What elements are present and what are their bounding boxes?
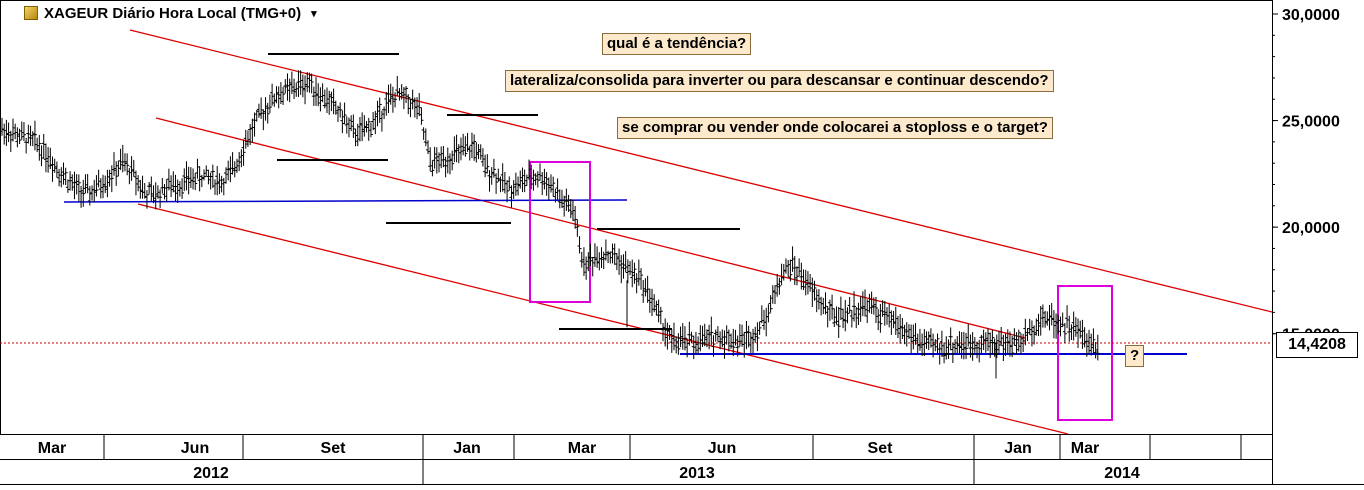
x-month-label: Mar [1071, 440, 1099, 457]
support-line-upper [63, 199, 628, 203]
x-month-label: Jun [181, 440, 209, 457]
x-year-label: 2012 [193, 465, 229, 482]
channel-upper-line [129, 29, 1273, 313]
chart-title-text: XAGEUR Diário Hora Local (TMG+0) [44, 4, 302, 22]
chart-tool-icon [24, 6, 38, 20]
annotation-question-mark[interactable]: ? [1125, 345, 1145, 367]
chart-title[interactable]: XAGEUR Diário Hora Local (TMG+0) ▾ [24, 4, 317, 22]
highlight-box-breakdown [529, 161, 591, 303]
drawing-layer [0, 29, 1273, 435]
x-month-label: Set [868, 440, 894, 457]
last-price-label: 14,4208 [1276, 332, 1358, 358]
annotation-stoploss-question[interactable]: se comprar ou vender onde colocarei a st… [617, 117, 1053, 139]
channel-lower-line [137, 203, 1069, 435]
x-month-label: Mar [38, 440, 66, 457]
annotation-trend-question[interactable]: qual é a tendência? [602, 33, 752, 55]
y-tick-label: 25,0000 [1282, 114, 1340, 131]
highlight-box-current [1057, 285, 1113, 421]
x-month-label: Jan [453, 440, 481, 457]
chevron-down-icon[interactable]: ▾ [311, 7, 317, 20]
x-year-label: 2014 [1104, 465, 1140, 482]
x-month-label: Jan [1004, 440, 1032, 457]
x-month-label: Jun [708, 440, 736, 457]
y-tick-label: 20,0000 [1282, 220, 1340, 237]
price-bars [0, 70, 1100, 379]
y-tick-label: 30,0000 [1282, 7, 1340, 24]
x-month-label: Mar [568, 440, 596, 457]
annotation-consolidation-question[interactable]: lateraliza/consolida para inverter ou pa… [505, 70, 1054, 92]
x-year-label: 2013 [679, 465, 715, 482]
x-month-label: Set [321, 440, 347, 457]
